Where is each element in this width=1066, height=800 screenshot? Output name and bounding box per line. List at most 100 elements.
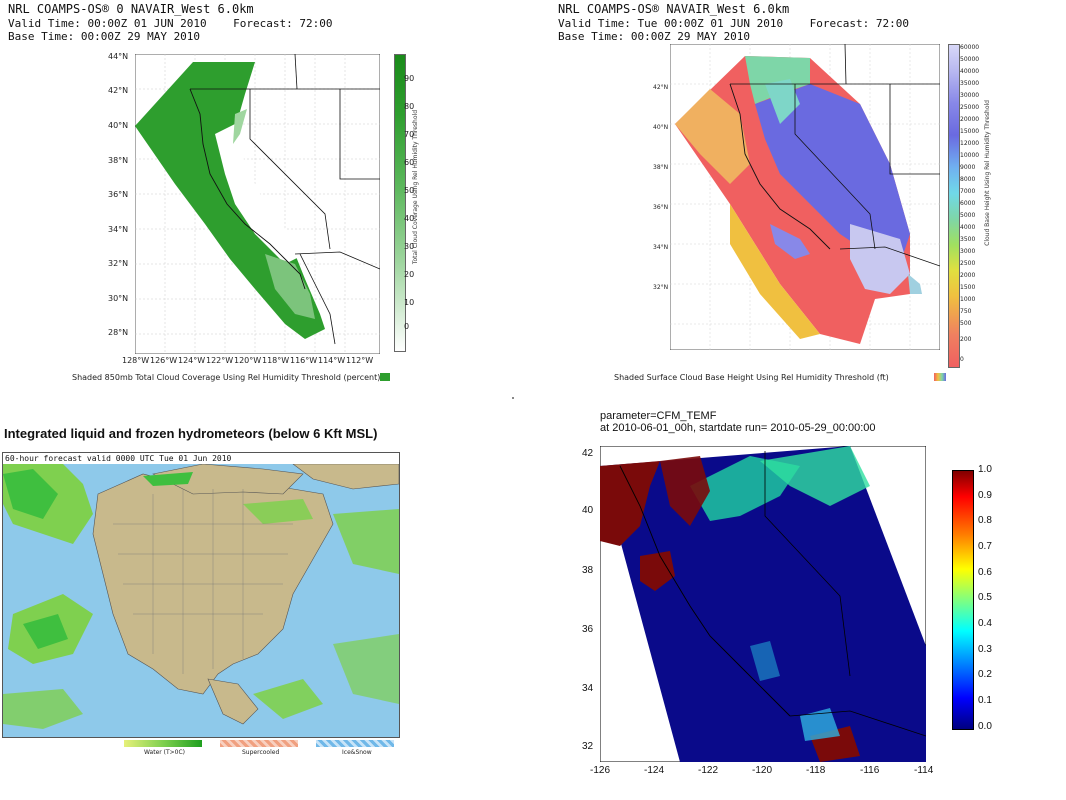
panel1-colorbar-label: 20 — [404, 270, 415, 279]
panel2-lat-tick: 40°N — [653, 124, 669, 131]
panel4-colorbar — [952, 470, 974, 730]
panel4-colorbar-tick: 0.2 — [978, 669, 992, 680]
panel3-title: Integrated liquid and frozen hydrometeor… — [4, 426, 378, 441]
panel2-lat-tick: 38°N — [653, 164, 669, 171]
panel2-map — [670, 44, 940, 350]
panel1-lat-tick: 30°N — [108, 294, 129, 303]
panel2-colorbar-label: 750 — [960, 308, 972, 315]
panel1-colorbar-label: 70 — [404, 130, 415, 139]
panel2-colorbar-label: 200 — [960, 336, 972, 343]
panel2-colorbar-label: 30000 — [960, 92, 980, 99]
panel4-title-line1: parameter=CFM_TEMF — [600, 410, 717, 422]
panel1-title-line2: Valid Time: 00:00Z 01 JUN 2010 Forecast:… — [8, 17, 333, 30]
panel4-colorbar-tick: 0.5 — [978, 592, 992, 603]
panel4-x-tick: -120 — [752, 765, 773, 776]
panel1-lon-tick: 120°W — [234, 356, 262, 365]
panel1-lat-tick: 38°N — [108, 156, 129, 165]
center-dot — [512, 397, 514, 399]
panel1-title-line1: NRL COAMPS-OS® 0 NAVAIR_West 6.0km — [8, 2, 254, 16]
panel1-colorbar-label: 60 — [404, 158, 415, 167]
panel1-lon-tick: 118°W — [262, 356, 290, 365]
panel1-lon-tick: 116°W — [290, 356, 318, 365]
panel1-colorbar-label: 0 — [404, 322, 410, 331]
panel2-colorbar-label: 0 — [960, 356, 964, 363]
panel2-colorbar-label: 2500 — [960, 260, 976, 267]
panel1-lon-tick: 124°W — [178, 356, 206, 365]
panel1-colorbar-label: 30 — [404, 242, 415, 251]
panel4-colorbar-tick: 1.0 — [978, 464, 992, 475]
panel4-x-tick: -126 — [590, 765, 611, 776]
panel1-lon-tick: 114°W — [318, 356, 346, 365]
panel2-title-line2: Valid Time: Tue 00:00Z 01 JUN 2010 Forec… — [558, 17, 909, 30]
panel4-x-tick: -116 — [860, 765, 880, 776]
panel4-colorbar-tick: 0.7 — [978, 541, 992, 552]
panel2-colorbar-label: 25000 — [960, 104, 980, 111]
panel4-title-line2: at 2010-06-01_00h, startdate run= 2010-0… — [600, 422, 876, 434]
panel4-y-tick: 42 — [582, 448, 594, 459]
legend-label-water: Water (T>0C) — [144, 749, 186, 756]
panel1-lon-tick: 126°W — [150, 356, 178, 365]
panel4-map — [600, 446, 926, 762]
panel2-colorbar-label: 3000 — [960, 248, 976, 255]
panel2-colorbar-label: 35000 — [960, 80, 980, 87]
panel4-x-tick: -122 — [698, 765, 719, 776]
panel4-y-tick: 32 — [582, 741, 594, 752]
panel-hydrometeors: Integrated liquid and frozen hydrometeor… — [0, 420, 460, 800]
panel1-colorbar-label: 80 — [404, 102, 415, 111]
panel4-colorbar-tick: 0.9 — [978, 490, 992, 501]
panel2-colorbar-label: 2000 — [960, 272, 976, 279]
panel2-colorbar-label: 6000 — [960, 200, 976, 207]
panel1-lat-tick: 28°N — [108, 328, 129, 337]
panel4-colorbar-tick: 0.0 — [978, 721, 992, 732]
panel4-colorbar-tick: 0.4 — [978, 618, 992, 629]
legend-swatch-water — [124, 740, 202, 747]
panel2-colorbar-label: 1000 — [960, 296, 976, 303]
panel-cloud-base-height: NRL COAMPS-OS® NAVAIR_West 6.0km Valid T… — [550, 0, 1066, 392]
panel2-colorbar-label: 40000 — [960, 68, 980, 75]
panel2-title-line3: Base Time: 00:00Z 29 MAY 2010 — [558, 30, 751, 43]
panel2-colorbar-label: 12000 — [960, 140, 980, 147]
panel2-colorbar-label: 500 — [960, 320, 972, 327]
panel4-y-tick: 34 — [582, 683, 594, 694]
panel4-y-tick: 38 — [582, 565, 594, 576]
panel4-colorbar-tick: 0.6 — [978, 567, 992, 578]
panel2-caption-swatch — [934, 373, 946, 381]
panel1-lat-tick: 32°N — [108, 259, 129, 268]
panel2-colorbar-label: 3500 — [960, 236, 976, 243]
panel1-lon-tick: 122°W — [206, 356, 234, 365]
panel1-colorbar-label: 10 — [404, 298, 415, 307]
panel1-lat-tick: 36°N — [108, 190, 129, 199]
panel1-colorbar-label: 50 — [404, 186, 415, 195]
panel2-colorbar-label: 8000 — [960, 176, 976, 183]
panel-cfm-temf: parameter=CFM_TEMF at 2010-06-01_00h, st… — [560, 408, 1066, 800]
panel4-x-tick: -124 — [644, 765, 665, 776]
panel3-subtitle: 60-hour forecast valid 0000 UTC Tue 01 J… — [3, 453, 399, 464]
legend-swatch-ice-snow — [316, 740, 394, 747]
panel4-y-tick: 40 — [582, 505, 594, 516]
panel1-map — [135, 54, 380, 354]
panel2-colorbar-label: 7000 — [960, 188, 976, 195]
panel4-colorbar-tick: 0.3 — [978, 644, 992, 655]
panel1-lat-tick: 34°N — [108, 225, 129, 234]
panel3-legend: Water (T>0C) Supercooled Ice&Snow — [120, 740, 400, 762]
panel1-lat-tick: 44°N — [108, 52, 129, 61]
panel3-map-frame: 60-hour forecast valid 0000 UTC Tue 01 J… — [2, 452, 400, 738]
panel1-lat-tick: 42°N — [108, 86, 129, 95]
panel2-lat-tick: 36°N — [653, 204, 669, 211]
panel1-colorbar — [394, 54, 406, 352]
panel2-lat-tick: 32°N — [653, 284, 669, 291]
legend-swatch-supercooled — [220, 740, 298, 747]
panel1-caption: Shaded 850mb Total Cloud Coverage Using … — [72, 373, 381, 382]
panel2-colorbar-label: 60000 — [960, 44, 980, 51]
legend-label-supercooled: Supercooled — [242, 749, 280, 756]
panel-cloud-coverage: NRL COAMPS-OS® 0 NAVAIR_West 6.0km Valid… — [0, 0, 440, 392]
panel4-y-tick: 36 — [582, 624, 594, 635]
panel1-caption-swatch — [380, 373, 390, 381]
panel2-title-line1: NRL COAMPS-OS® NAVAIR_West 6.0km — [558, 2, 790, 16]
panel2-colorbar-label: 15000 — [960, 128, 980, 135]
panel2-colorbar-labels: 60000 50000 40000 35000 30000 25000 2000… — [960, 44, 984, 366]
panel4-colorbar-tick: 0.8 — [978, 515, 992, 526]
panel2-colorbar-label: 4000 — [960, 224, 976, 231]
panel1-lat-tick: 40°N — [108, 121, 129, 130]
panel2-colorbar-title: Cloud Base Height Using Rel Humidity Thr… — [984, 100, 991, 246]
